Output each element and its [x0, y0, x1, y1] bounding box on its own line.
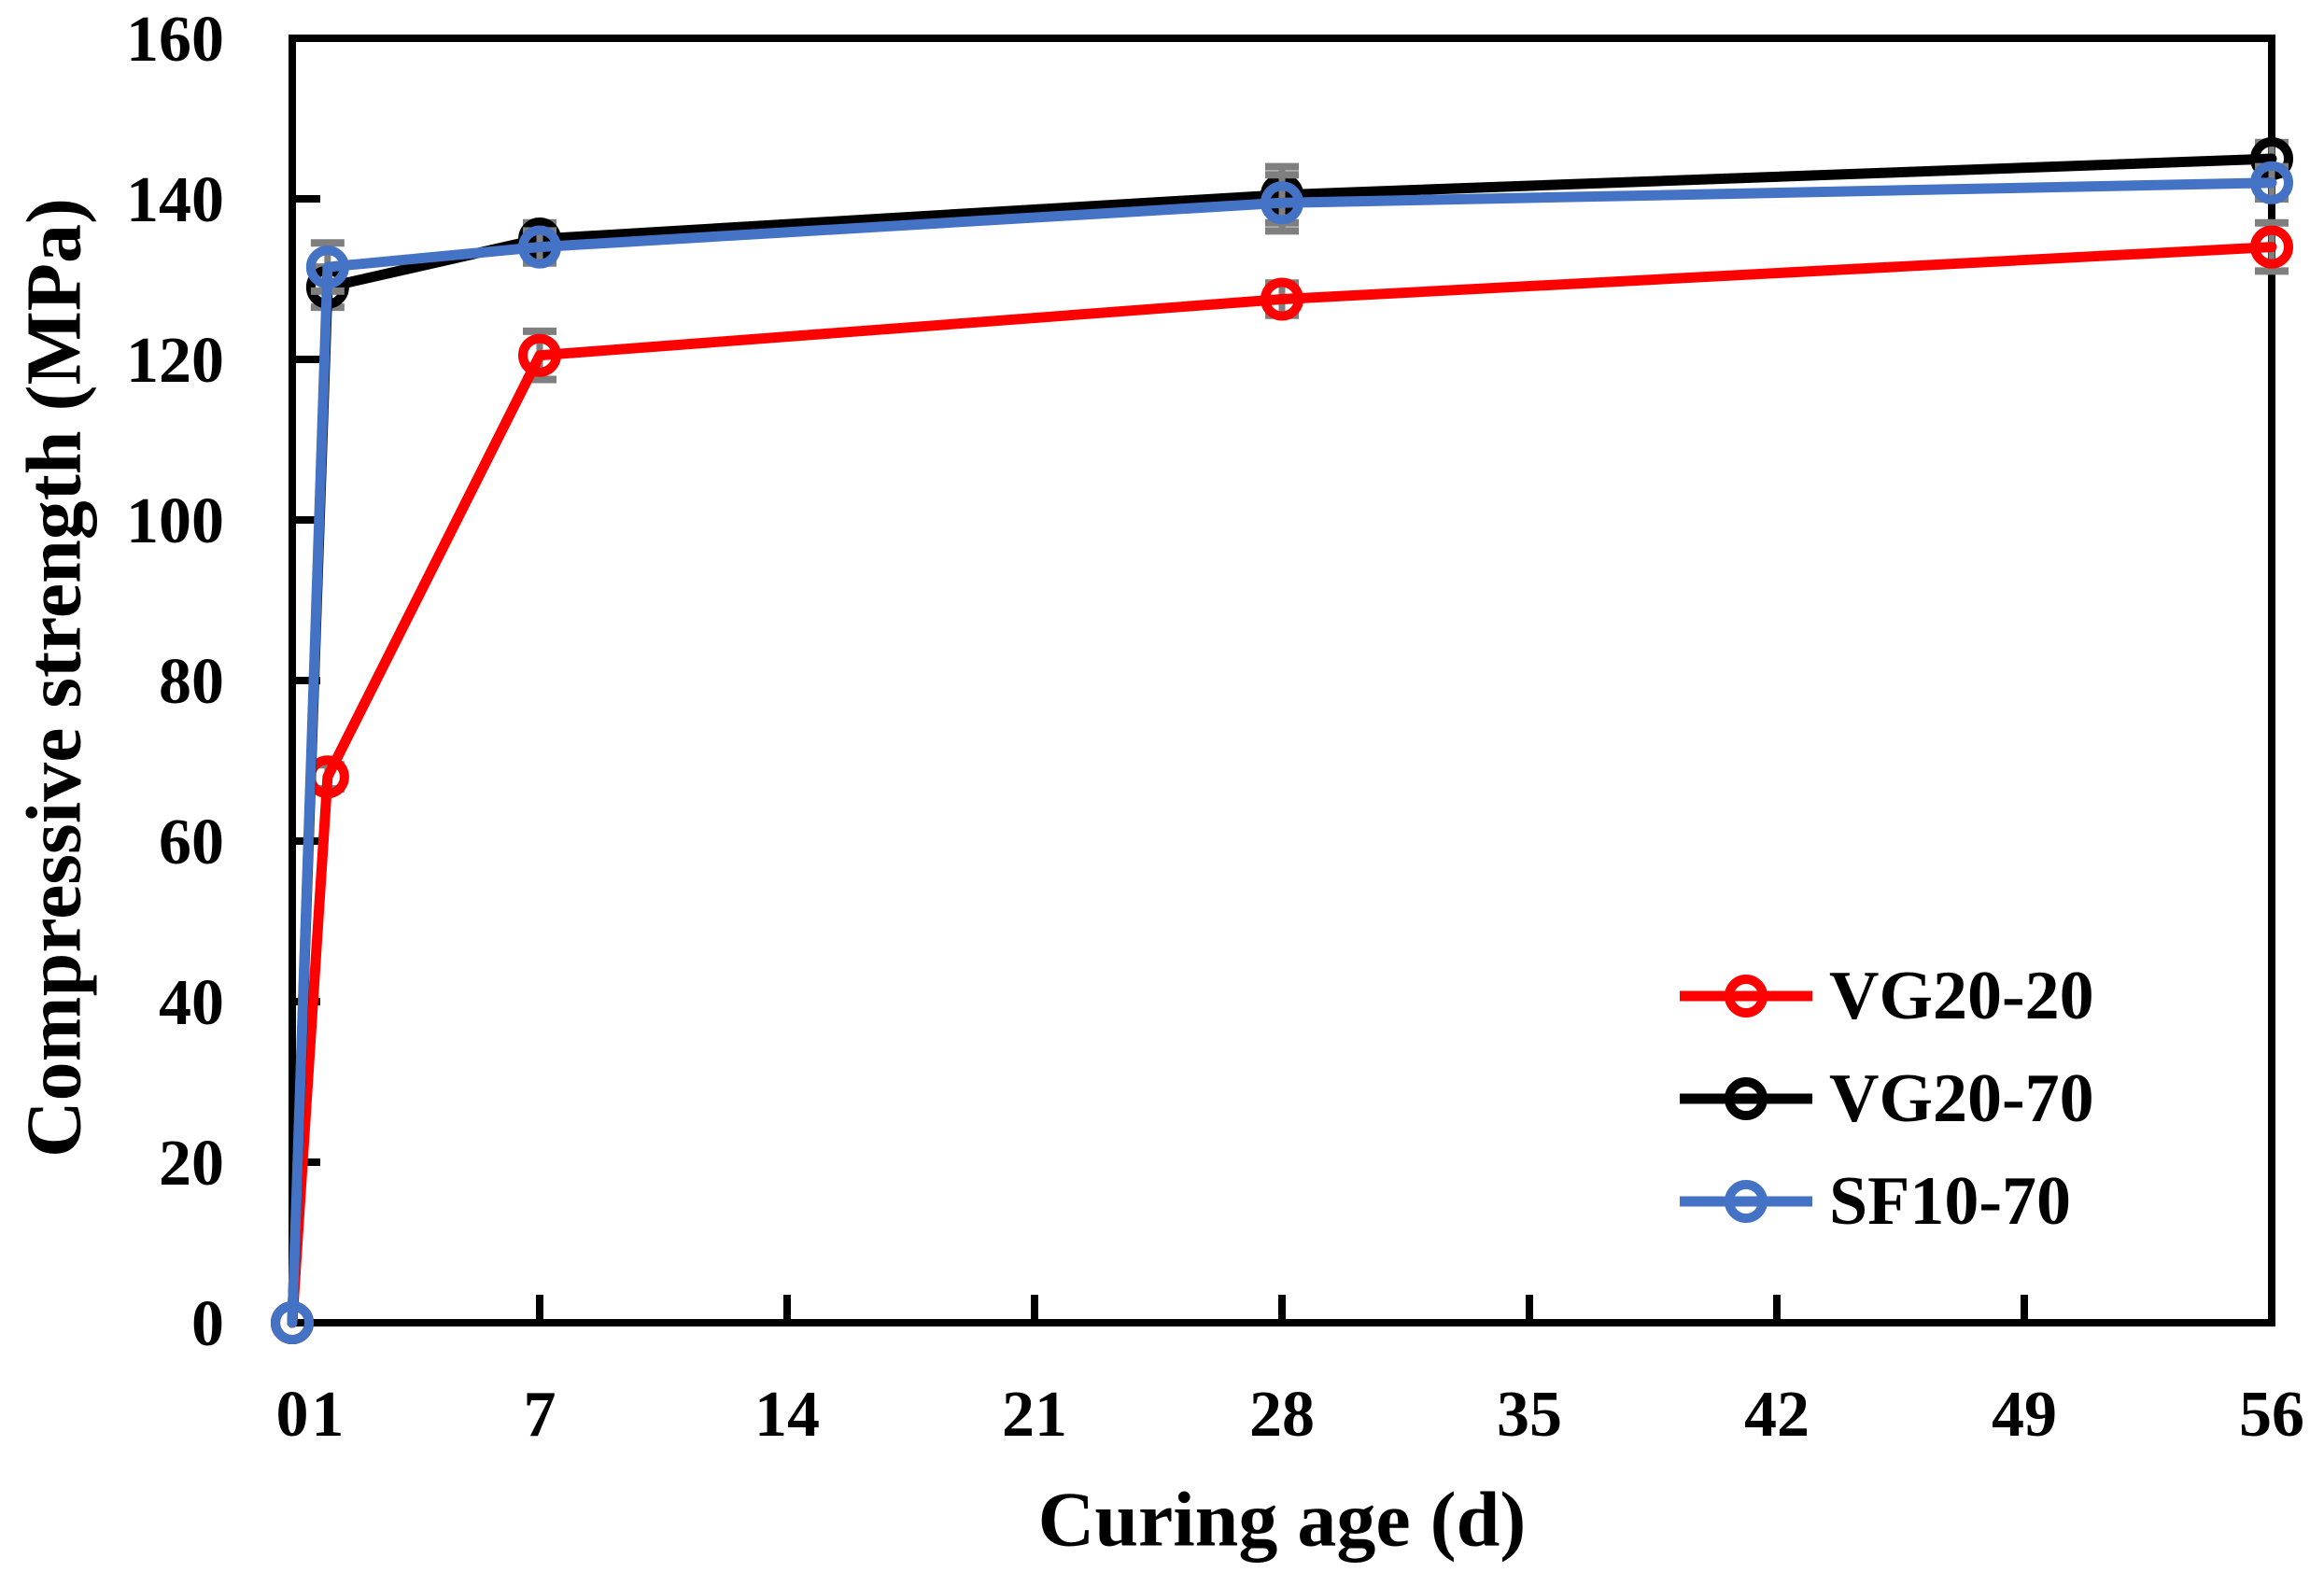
y-tick-label: 20 [159, 1128, 224, 1200]
series-line-VG20-20 [287, 242, 2277, 1328]
y-tick-label: 140 [126, 164, 224, 236]
legend-item-SF10-70: SF10-70 [1676, 1150, 2094, 1253]
y-tick-label: 160 [126, 4, 224, 76]
data-point-marker [271, 1301, 314, 1344]
data-point-marker [2250, 161, 2293, 204]
data-point-marker [305, 246, 349, 289]
x-tick-label: 28 [1249, 1379, 1315, 1451]
y-tick-label: 60 [159, 807, 224, 878]
legend-item-VG20-70: VG20-70 [1676, 1047, 2094, 1150]
x-tick-label: 35 [1497, 1379, 1562, 1451]
legend-key-VG20-20 [1680, 975, 1812, 1018]
x-tick-label: 0 [276, 1379, 309, 1451]
x-tick-label: 42 [1744, 1379, 1810, 1451]
y-tick-label: 100 [126, 485, 224, 557]
x-tick-label: 56 [2239, 1379, 2304, 1451]
y-tick-label: 0 [191, 1288, 224, 1360]
x-tick-label: 21 [1002, 1379, 1067, 1451]
data-point-marker [518, 225, 561, 269]
x-tick-label: 49 [1992, 1379, 2057, 1451]
data-point-marker [2250, 225, 2293, 269]
legend-label: SF10-70 [1829, 1162, 2071, 1240]
series-line-SF10-70 [287, 177, 2277, 1328]
legend-key-VG20-70 [1680, 1077, 1812, 1120]
x-tick-label: 14 [754, 1379, 820, 1451]
series-VG20-20 [271, 218, 2293, 1344]
legend-marker-icon [1725, 1180, 1768, 1223]
x-tick-label: 7 [524, 1379, 556, 1451]
x-tick-label: 1 [311, 1379, 344, 1451]
legend-item-VG20-20: VG20-20 [1676, 945, 2094, 1047]
data-point-marker [1261, 277, 1303, 321]
data-point-marker [1261, 181, 1303, 225]
y-tick-label: 80 [159, 646, 224, 718]
legend-key-SF10-70 [1680, 1180, 1812, 1223]
legend-label: VG20-70 [1829, 1060, 2094, 1137]
series-SF10-70 [271, 161, 2293, 1344]
y-tick-label: 40 [159, 967, 224, 1039]
y-axis-title: Compressive strength (MPa) [10, 197, 98, 1158]
y-tick-label: 120 [126, 325, 224, 397]
data-point-marker [518, 333, 561, 377]
legend-marker-icon [1725, 975, 1768, 1018]
legend-label: VG20-20 [1829, 957, 2094, 1034]
legend-marker-icon [1725, 1077, 1768, 1120]
legend: VG20-20 VG20-70 SF10-70 [1676, 945, 2094, 1253]
x-axis-title: Curing age (d) [1037, 1476, 1527, 1564]
